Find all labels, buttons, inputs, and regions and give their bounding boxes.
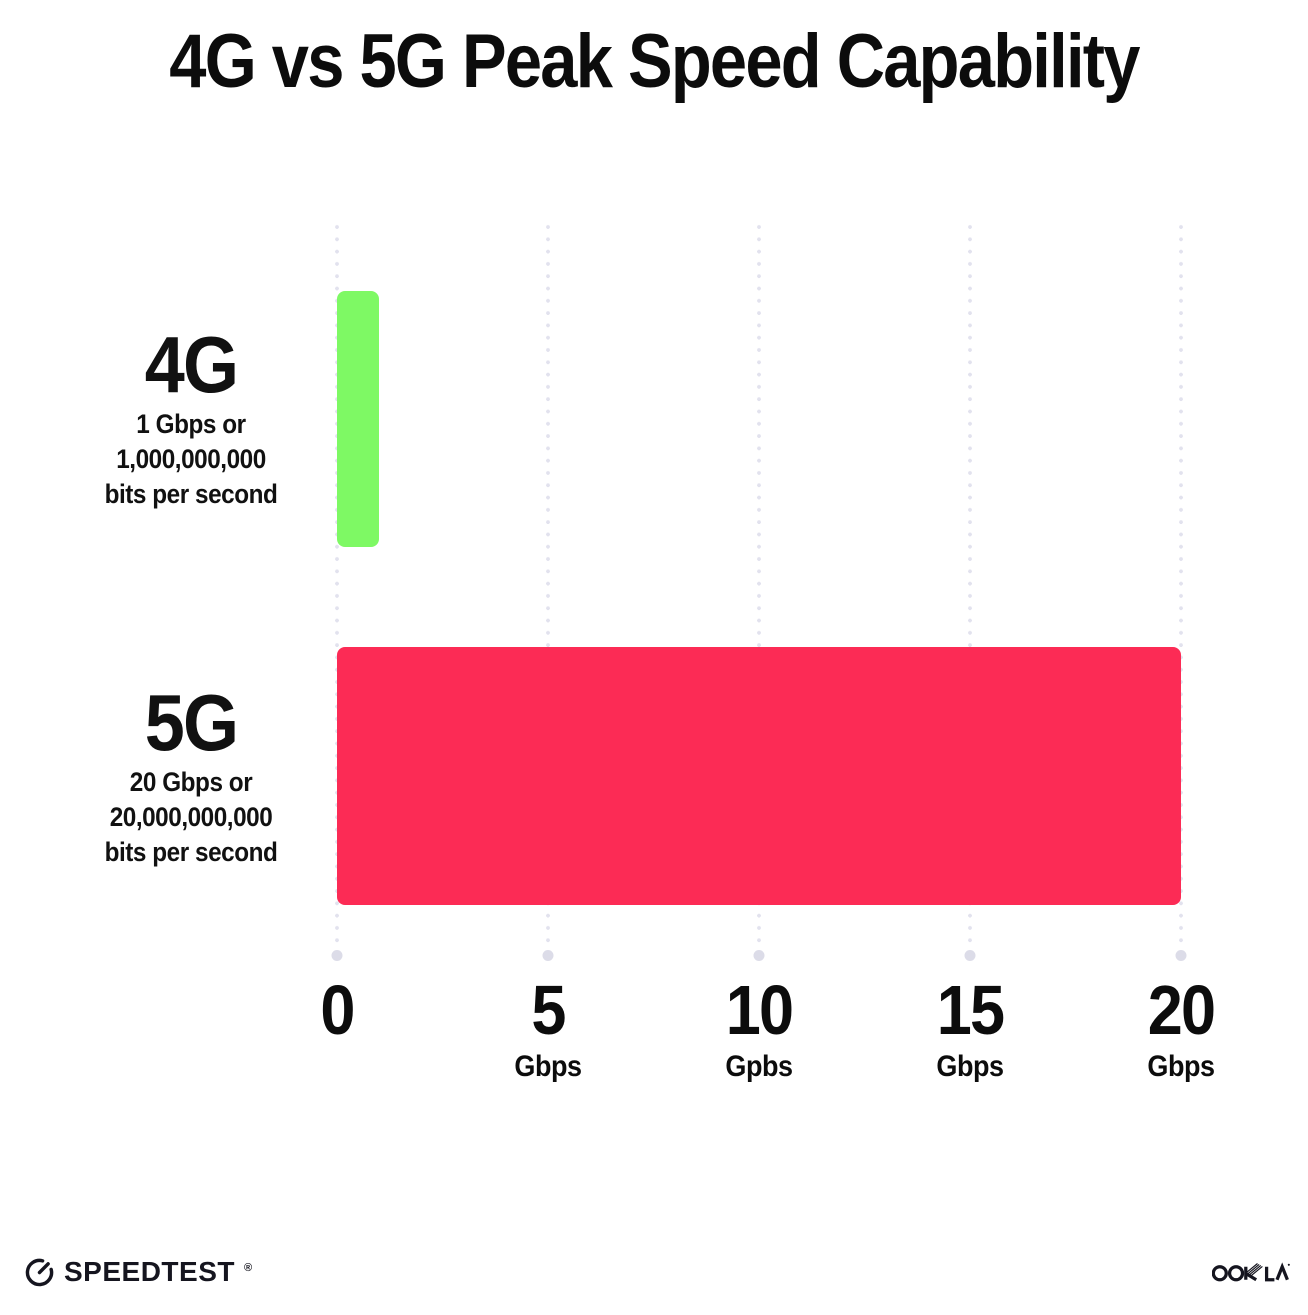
x-tick-unit bbox=[229, 1050, 445, 1080]
gridline-end-dot bbox=[331, 950, 343, 961]
category-label-4g: 4G 1 Gbps or 1,000,000,000 bits per seco… bbox=[52, 320, 331, 512]
category-description: 20 Gbps or 20,000,000,000 bits per secon… bbox=[52, 765, 331, 870]
bar-4g bbox=[337, 291, 380, 547]
description-line: bits per second bbox=[104, 479, 278, 509]
description-line: 1,000,000,000 bbox=[116, 444, 266, 474]
category-description: 1 Gbps or 1,000,000,000 bits per second bbox=[52, 407, 331, 512]
gridline-dots bbox=[335, 222, 339, 946]
description-line: bits per second bbox=[104, 837, 278, 867]
gridline-end-dot bbox=[542, 950, 554, 961]
x-tick-value: 15 bbox=[936, 971, 1005, 1049]
gridline-dots bbox=[757, 222, 761, 946]
x-tick-unit: Gbps bbox=[936, 1050, 1004, 1083]
x-tick-value: 5 bbox=[531, 971, 566, 1049]
gridline-end-dot bbox=[1175, 950, 1187, 961]
gridline-5 bbox=[542, 222, 554, 961]
gridline-dots bbox=[1179, 222, 1183, 946]
x-tick-20: 20 Gbps bbox=[1073, 971, 1289, 1084]
description-line: 20,000,000,000 bbox=[109, 802, 273, 832]
gridline-15 bbox=[964, 222, 976, 961]
speedtest-logo: SPEEDTEST ® bbox=[24, 1256, 252, 1288]
x-tick-value: 0 bbox=[320, 971, 355, 1049]
ookla-wordmark-icon bbox=[1212, 1256, 1290, 1284]
x-tick-15: 15 Gbps bbox=[862, 971, 1078, 1084]
chart-title: 4G vs 5G Peak Speed Capability bbox=[169, 19, 1140, 104]
description-line: 20 Gbps or bbox=[129, 767, 253, 797]
category-name: 5G bbox=[144, 678, 239, 767]
description-line: 1 Gbps or bbox=[136, 409, 246, 439]
x-tick-unit: Gbps bbox=[514, 1050, 582, 1083]
gridline-dots bbox=[546, 222, 550, 946]
x-tick-unit: Gpbs bbox=[725, 1050, 793, 1083]
x-tick-unit: Gbps bbox=[1147, 1050, 1215, 1083]
bar-5g bbox=[337, 647, 1181, 905]
x-tick-10: 10 Gpbs bbox=[651, 971, 867, 1084]
speedometer-gauge-icon bbox=[24, 1257, 55, 1288]
trademark-symbol: ® bbox=[243, 1262, 253, 1274]
speedtest-wordmark: SPEEDTEST bbox=[64, 1256, 235, 1287]
x-tick-0: 0 bbox=[229, 971, 445, 1080]
gridline-10 bbox=[753, 222, 765, 961]
x-tick-value: 20 bbox=[1147, 971, 1216, 1049]
gridline-20 bbox=[1175, 222, 1187, 961]
x-tick-value: 10 bbox=[725, 971, 794, 1049]
ookla-logo bbox=[1212, 1256, 1290, 1284]
x-tick-5: 5 Gbps bbox=[440, 971, 656, 1084]
plot-area bbox=[331, 222, 1187, 961]
category-name: 4G bbox=[144, 320, 239, 409]
gridline-0 bbox=[331, 222, 343, 961]
category-label-5g: 5G 20 Gbps or 20,000,000,000 bits per se… bbox=[52, 678, 331, 870]
gridline-end-dot bbox=[964, 950, 976, 961]
gridline-dots bbox=[968, 222, 972, 946]
gridline-end-dot bbox=[753, 950, 765, 961]
